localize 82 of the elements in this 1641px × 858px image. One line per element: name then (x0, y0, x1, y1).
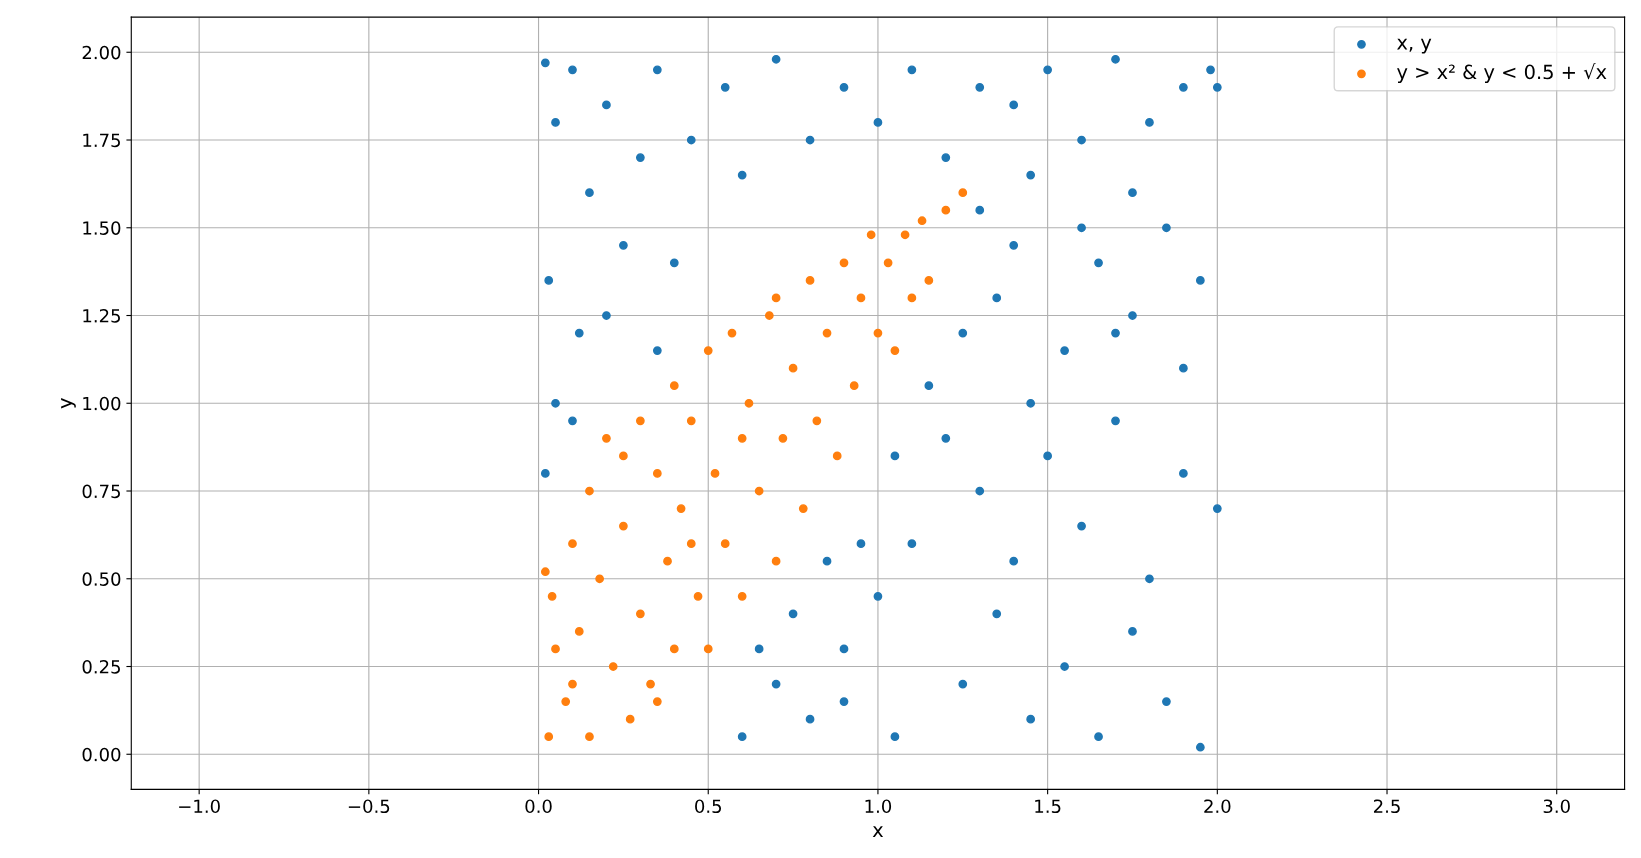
point (544, 732, 554, 742)
point (669, 644, 679, 654)
point (754, 486, 764, 496)
point (595, 574, 605, 584)
x-tick-label: 3.0 (1543, 799, 1570, 814)
point (958, 188, 968, 198)
point (574, 627, 584, 636)
point (907, 293, 917, 303)
x-tick-label: 1.0 (865, 799, 892, 814)
x-axis-title: x (872, 826, 884, 837)
point (540, 567, 550, 577)
point (568, 539, 577, 549)
point (917, 216, 927, 226)
point (883, 258, 893, 268)
y-tick-label: 0.50 (82, 572, 121, 586)
point (744, 398, 754, 408)
point (561, 697, 571, 706)
y-tick-label: 1.00 (83, 396, 121, 411)
point (798, 504, 808, 513)
point (608, 662, 618, 671)
legend-label: y > x² & y < 0.5 + √x (1397, 63, 1607, 84)
y-tick-label: 0.75 (82, 484, 120, 499)
point (737, 591, 747, 601)
point (663, 556, 672, 566)
point (686, 416, 696, 426)
point (890, 346, 900, 355)
y-tick-label: 0.25 (82, 659, 120, 674)
point (812, 416, 822, 426)
point (703, 346, 713, 355)
point (585, 732, 594, 742)
x-tick-label: 1.5 (1035, 799, 1061, 814)
y-tick-label: 0.00 (82, 747, 121, 762)
x-tick-label: −1.0 (179, 799, 220, 814)
point (625, 714, 635, 724)
point (693, 591, 703, 601)
point (832, 451, 842, 461)
x-tick-label: 2.5 (1373, 799, 1400, 814)
point (849, 381, 859, 391)
point (710, 469, 720, 478)
x-tick-label: 2.0 (1204, 799, 1231, 814)
point (771, 556, 781, 566)
point (771, 293, 781, 303)
point (822, 328, 832, 338)
point (941, 205, 951, 215)
point (646, 679, 655, 689)
point (635, 609, 645, 619)
point (856, 293, 866, 303)
point (585, 486, 594, 496)
point (669, 381, 679, 391)
point (873, 328, 883, 338)
point (805, 276, 815, 285)
point (720, 539, 730, 549)
y-axis-title: y (61, 398, 76, 409)
point (839, 258, 849, 268)
point (602, 433, 611, 443)
point (737, 433, 747, 443)
point (676, 504, 686, 513)
point (727, 328, 737, 338)
y-tick-label: 1.25 (83, 308, 120, 323)
point (866, 230, 876, 240)
point (924, 276, 934, 285)
x-tick-label: 0.0 (525, 799, 552, 814)
point (547, 591, 557, 601)
y-tick-label: 2.00 (82, 45, 121, 60)
point (619, 521, 628, 531)
point (703, 644, 713, 654)
point (778, 433, 788, 443)
point (652, 697, 662, 706)
point (900, 230, 910, 240)
y-tick-label: 1.50 (83, 221, 121, 235)
x-tick-label: −0.5 (348, 799, 390, 814)
point (652, 469, 662, 478)
point (551, 644, 560, 654)
point (619, 451, 628, 461)
point (635, 416, 645, 426)
point (788, 363, 798, 373)
x-tick-label: 0.5 (695, 799, 722, 814)
point (568, 679, 577, 689)
legend-label: x, y (1397, 38, 1432, 54)
point (686, 539, 696, 549)
point (764, 311, 774, 320)
y-tick-label: 1.75 (83, 133, 120, 148)
